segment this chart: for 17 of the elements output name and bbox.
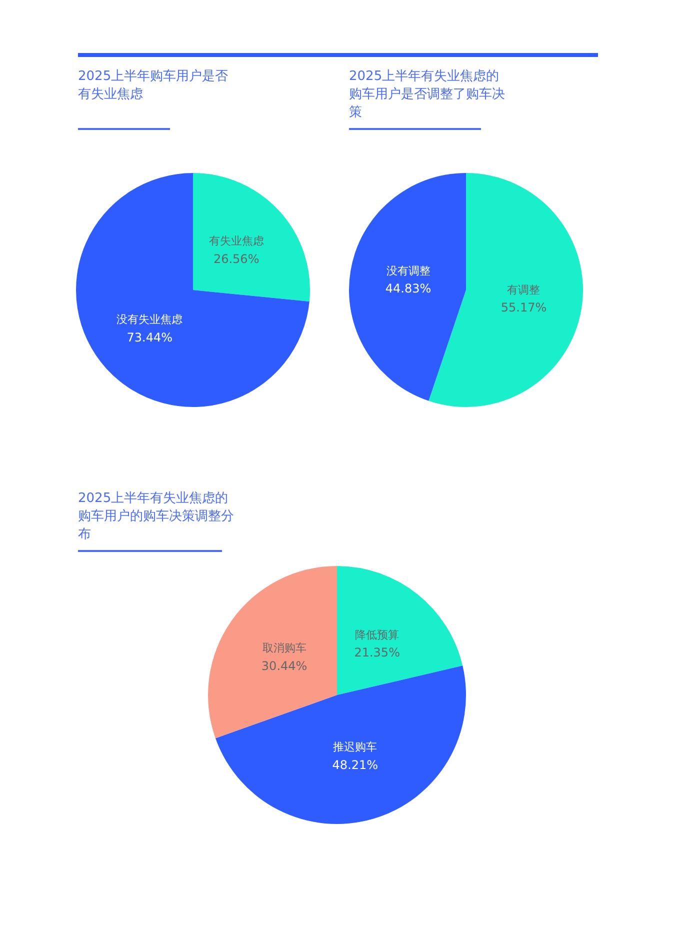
slice-label: 推迟购车	[333, 740, 378, 754]
slice-label: 没有调整	[386, 264, 430, 278]
slice-label: 没有失业焦虑	[116, 313, 183, 326]
data-label: 30.44%	[261, 658, 308, 673]
chart-title: 2025上半年有失业焦虑的购车用户的购车决策调整分布	[78, 490, 235, 544]
slice-label: 取消购车	[262, 642, 306, 655]
data-label: 55.17%	[500, 300, 547, 315]
slice-label: 有调整	[507, 283, 540, 296]
slice-label: 有失业焦虑	[208, 234, 264, 248]
chart-title: 2025上半年购车用户是否有失业焦虑	[78, 68, 230, 104]
data-label: 73.44%	[126, 330, 173, 344]
chart-title: 2025上半年有失业焦虑的购车用户是否调整了购车决策	[349, 68, 506, 122]
data-label: 44.83%	[385, 282, 432, 296]
data-label: 26.56%	[213, 252, 260, 266]
data-label: 21.35%	[354, 646, 400, 660]
slice-label: 降低预算	[355, 628, 400, 642]
data-label: 48.21%	[332, 758, 378, 772]
